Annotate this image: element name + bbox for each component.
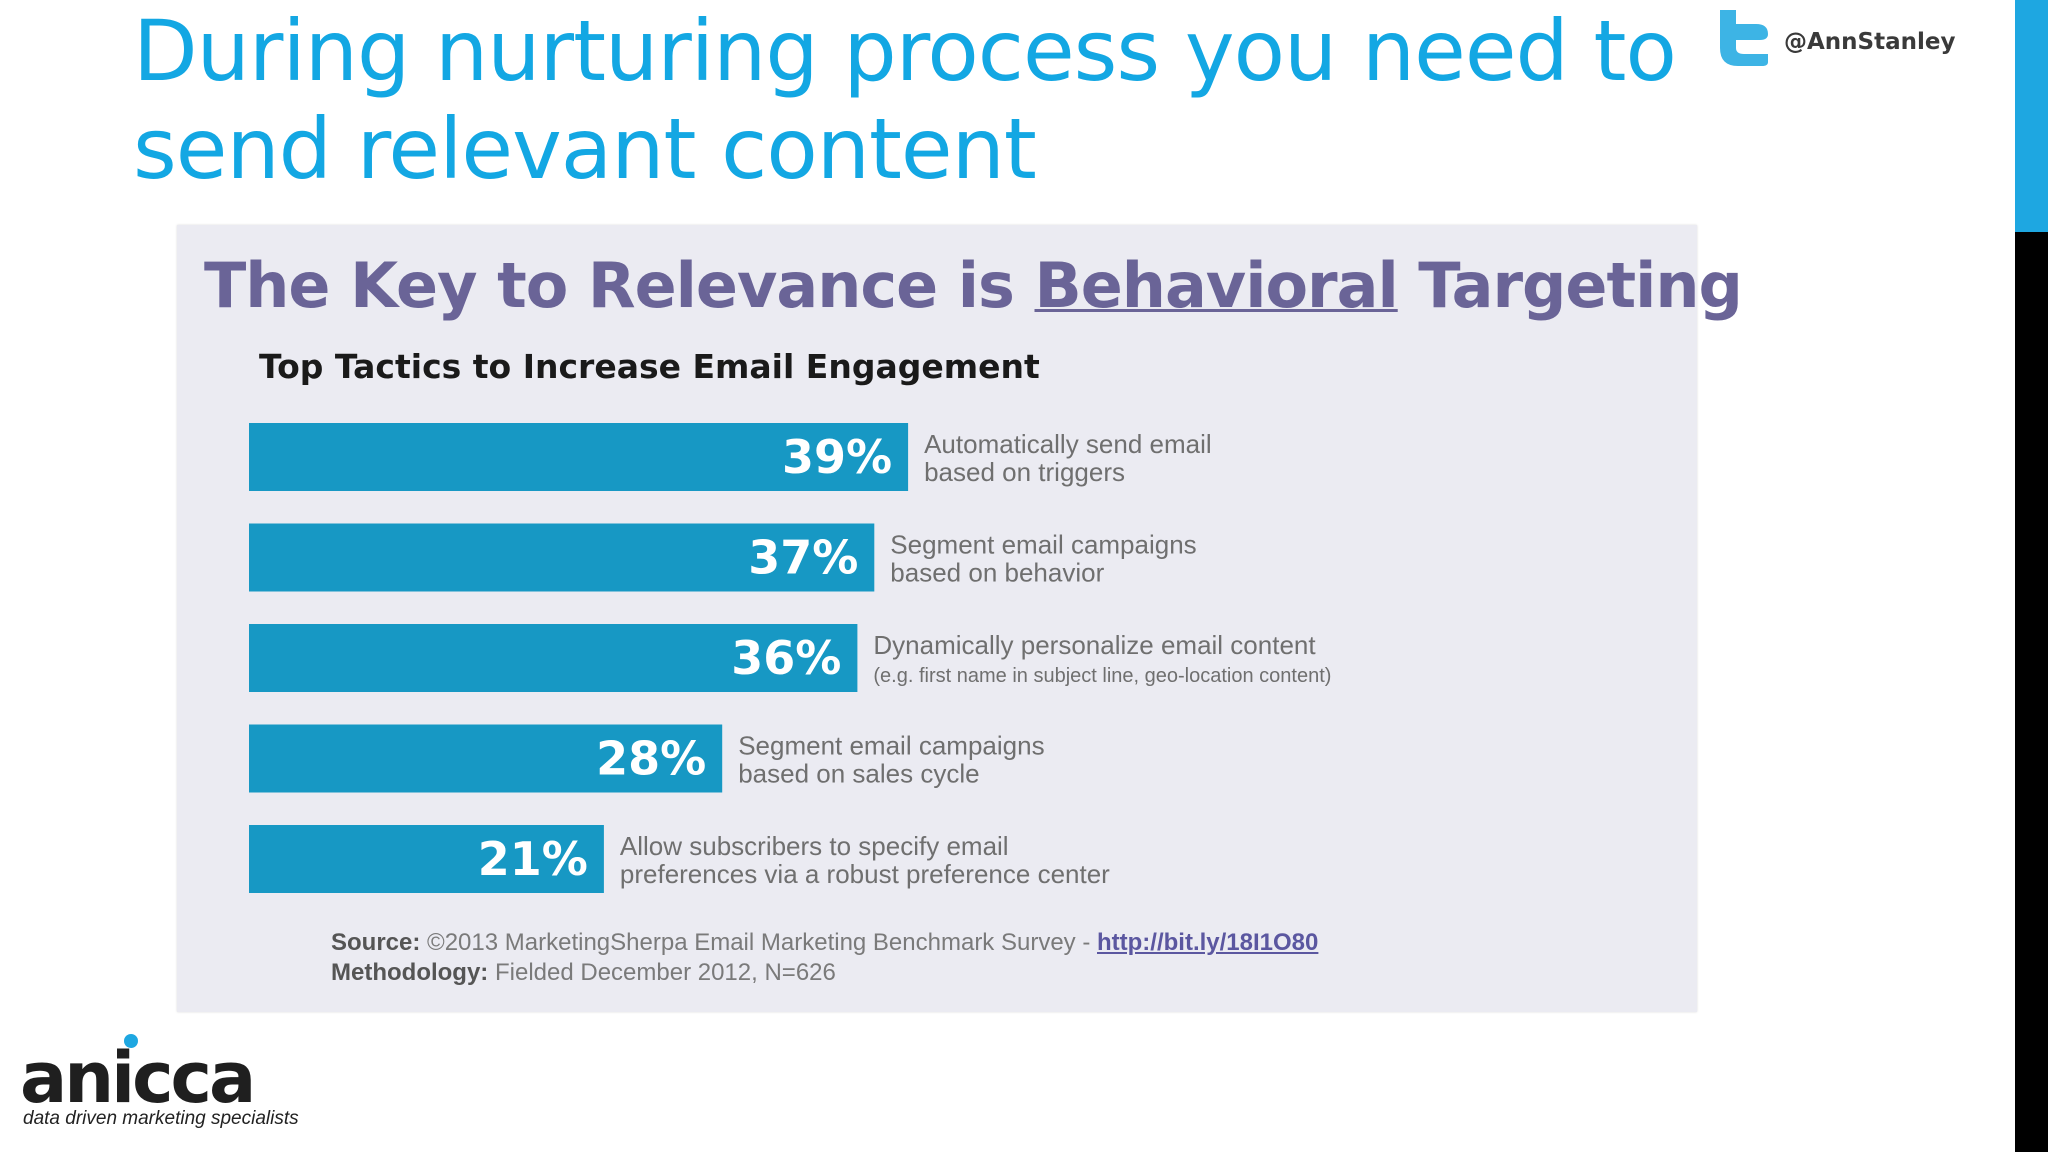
bar-value-label-2: 37% — [748, 531, 858, 585]
chart-title-part1: The Key to Relevance is — [204, 249, 1035, 322]
logo-dot-icon — [124, 1034, 138, 1048]
twitter-handle: @AnnStanley — [1784, 29, 1956, 55]
category-label-1-line-2: based on triggers — [924, 457, 1125, 487]
anicca-logo-mark: anicca — [20, 1034, 256, 1119]
anicca-logo: anicca data driven marketing specialists — [20, 1030, 320, 1130]
category-label-2-line-1: Segment email campaigns — [890, 530, 1196, 560]
twitter-icon — [1720, 10, 1768, 66]
infographic-panel: The Key to Relevance is Behavioral Targe… — [177, 225, 1743, 1012]
category-label-4-line-1: Segment email campaigns — [738, 731, 1044, 761]
source-label: Source: — [331, 929, 421, 956]
methodology-label: Methodology: — [331, 959, 489, 986]
source-line: Source: ©2013 MarketingSherpa Email Mark… — [331, 928, 1631, 958]
category-label-5-line-2: preferences via a robust preference cent… — [620, 859, 1110, 889]
chart-subtitle: Top Tactics to Increase Email Engagement — [259, 347, 1040, 386]
category-label-1-line-1: Automatically send email — [924, 429, 1212, 459]
slide-title: During nurturing process you need to sen… — [133, 2, 1677, 198]
logo-tagline: data driven marketing specialists — [23, 1108, 299, 1129]
bar-value-label-5: 21% — [478, 832, 588, 886]
bar-value-label-1: 39% — [782, 430, 892, 484]
bar-value-label-4: 28% — [596, 732, 706, 786]
category-label-4-line-2: based on sales cycle — [738, 759, 979, 789]
methodology-line: Methodology: Fielded December 2012, N=62… — [331, 958, 1631, 988]
category-label-3-line-1: Dynamically personalize email content — [873, 630, 1316, 660]
source-link[interactable]: http://bit.ly/18I1O80 — [1097, 929, 1319, 956]
methodology-text: Fielded December 2012, N=626 — [488, 959, 836, 986]
chart-title-part2: Targeting — [1397, 249, 1743, 322]
category-label-2-line-2: based on behavior — [890, 558, 1104, 588]
bar-3 — [249, 624, 858, 692]
bar-2 — [249, 523, 875, 592]
bar-1 — [249, 423, 909, 491]
logo-wordmark: anicca — [20, 1037, 253, 1119]
category-label-5-line-1: Allow subscribers to specify email — [620, 831, 1009, 861]
source-text: ©2013 MarketingSherpa Email Marketing Be… — [420, 929, 1097, 956]
right-accent-bar — [2015, 0, 2048, 232]
bar-4 — [249, 724, 723, 793]
chart-title: The Key to Relevance is Behavioral Targe… — [204, 249, 1743, 322]
category-note-3: (e.g. first name in subject line, geo-lo… — [873, 665, 1331, 687]
twitter-badge: @AnnStanley — [1716, 10, 1956, 70]
chart-footer: Source: ©2013 MarketingSherpa Email Mark… — [331, 928, 1631, 988]
chart-title-underlined: Behavioral — [1034, 249, 1399, 322]
bar-value-label-3: 36% — [731, 631, 841, 685]
bar-5 — [249, 825, 604, 893]
